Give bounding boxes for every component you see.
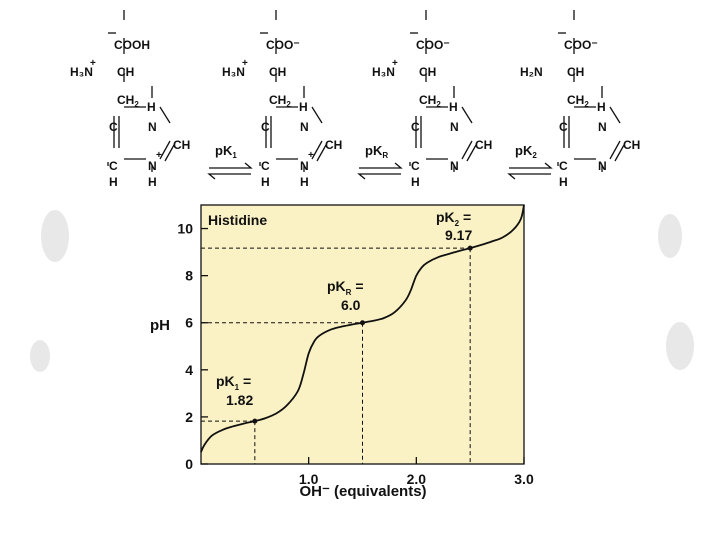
alpha-carbon: CH xyxy=(117,65,134,79)
ring-nitrogen-1: N xyxy=(450,120,459,134)
x-tick-label: 2.0 xyxy=(407,471,427,487)
alpha-carbon: CH xyxy=(567,65,584,79)
carboxylate-group: COO⁻ xyxy=(266,38,300,52)
ring-nitrogen-3: N xyxy=(450,159,459,173)
ring-carbon-2: CH xyxy=(623,138,640,152)
pk-guide-lines xyxy=(201,247,471,464)
equilibrium-1: pK1 xyxy=(207,143,253,180)
ring-carbon-5: C xyxy=(109,159,118,173)
methylene-group: CH2 xyxy=(117,93,139,109)
ring-h: H xyxy=(597,100,606,114)
methylene-group: CH2 xyxy=(567,93,589,109)
equilibrium-label: pK1 xyxy=(215,143,237,160)
ring-h: H xyxy=(147,100,156,114)
background-smudges xyxy=(30,210,694,372)
y-axis-ticks: 0 2 4 6 8 10 xyxy=(177,221,208,472)
ring-h-bottom: H xyxy=(109,175,118,189)
annotation-pk1: pK1 = 1.82 xyxy=(216,373,253,408)
ring-charge: + xyxy=(156,150,162,161)
ring-nh-bottom: H xyxy=(148,175,157,189)
histidine-structure-2: COO⁻ H₃N + CH CH2 C H N CH C N + H H xyxy=(222,9,342,189)
ring-carbon-4: C xyxy=(109,120,118,134)
pk1-value: 1.82 xyxy=(226,392,253,408)
equilibrium-2: pKR xyxy=(357,143,403,180)
ring-carbon-2: CH xyxy=(325,138,342,152)
carboxyl-group: COOH xyxy=(114,38,150,52)
y-tick-label: 6 xyxy=(185,315,193,331)
y-tick-label: 4 xyxy=(185,362,193,378)
carboxylate-group: COO⁻ xyxy=(564,38,598,52)
ring-h: H xyxy=(449,100,458,114)
chart-title: Histidine xyxy=(208,212,267,228)
equilibrium-label: pKR xyxy=(365,143,388,160)
equilibrium-arrow-icon xyxy=(357,162,403,180)
y-tick-label: 0 xyxy=(185,456,193,472)
histidine-structure-1: COOH H₃N + CH CH2 C H N CH C N + H H xyxy=(70,9,190,189)
x-tick-label: 1.0 xyxy=(299,471,319,487)
y-tick-label: 10 xyxy=(177,221,193,237)
methylene-group: CH2 xyxy=(419,93,441,109)
equilibrium-arrow-icon xyxy=(207,162,253,180)
alpha-amino-group: H₃N xyxy=(222,65,245,79)
x-tick-label: 3.0 xyxy=(514,471,534,487)
alpha-carbon: CH xyxy=(269,65,286,79)
ring-carbon-4: C xyxy=(559,120,568,134)
y-tick-label: 8 xyxy=(185,268,193,284)
ring-nitrogen-1: N xyxy=(148,120,157,134)
y-axis-label: pH xyxy=(150,317,170,334)
ring-carbon-5: C xyxy=(261,159,270,173)
ring-carbon-5: C xyxy=(411,159,420,173)
ring-h: H xyxy=(299,100,308,114)
ring-carbon-4: C xyxy=(411,120,420,134)
annotation-pkr: pKR = 6.0 xyxy=(327,278,364,313)
equilibrium-3: pK2 xyxy=(507,143,553,180)
alpha-amino-group: H₃N xyxy=(372,65,395,79)
alpha-carbon: CH xyxy=(419,65,436,79)
titration-curve-chart: Histidine 0 2 4 6 8 10 1.0 2.0 3.0 pH OH⁻ (equi… xyxy=(30,204,694,500)
alpha-amino-group: H₂N xyxy=(520,65,543,79)
plot-area xyxy=(200,204,525,465)
histidine-structure-4: COO⁻ H₂N CH CH2 C H N CH C N H xyxy=(520,9,640,189)
carboxylate-group: COO⁻ xyxy=(416,38,450,52)
alpha-amino-charge: + xyxy=(242,58,248,69)
ring-carbon-2: CH xyxy=(173,138,190,152)
ring-h-bottom: H xyxy=(559,175,568,189)
ring-nitrogen-1: N xyxy=(598,120,607,134)
methylene-group: CH2 xyxy=(269,93,291,109)
pk-points xyxy=(252,245,473,424)
ring-carbon-5: C xyxy=(559,159,568,173)
x-axis-ticks: 1.0 2.0 3.0 xyxy=(299,457,534,487)
equilibrium-arrow-icon xyxy=(507,162,553,180)
svg-text:pK1 =: pK1 = xyxy=(216,373,251,392)
pk-point-2 xyxy=(360,320,365,326)
alpha-amino-charge: + xyxy=(90,58,96,69)
annotation-pk2: pK2 = 9.17 xyxy=(436,209,472,243)
y-tick-label: 2 xyxy=(185,409,193,425)
pk-point-3 xyxy=(467,245,473,251)
histidine-structure-3: COO⁻ H₃N + CH CH2 C H N CH C N H xyxy=(372,9,492,189)
ring-carbon-2: CH xyxy=(475,138,492,152)
titration-equilibrium-scheme: COOH H₃N + CH CH2 C H N CH C N + H H COO… xyxy=(70,9,640,189)
ring-nitrogen-1: N xyxy=(300,120,309,134)
pk2-value: 9.17 xyxy=(445,227,472,243)
pkr-value: 6.0 xyxy=(341,297,361,313)
alpha-amino-group: H₃N xyxy=(70,65,93,79)
ring-carbon-4: C xyxy=(261,120,270,134)
ring-nitrogen-3: N xyxy=(300,159,309,173)
pk-point-1 xyxy=(252,418,258,424)
svg-text:pK2 =: pK2 = xyxy=(436,209,471,228)
svg-text:pKR =: pKR = xyxy=(327,278,364,297)
x-axis-label: OH⁻ (equivalents) xyxy=(299,483,426,500)
ring-nitrogen-3: N xyxy=(598,159,607,173)
ring-nitrogen-3: N xyxy=(148,159,157,173)
alpha-amino-charge: + xyxy=(392,58,398,69)
ring-charge: + xyxy=(308,150,314,161)
ring-h-bottom: H xyxy=(261,175,270,189)
ring-nh-bottom: H xyxy=(300,175,309,189)
equilibrium-label: pK2 xyxy=(515,143,537,160)
ring-h-bottom: H xyxy=(411,175,420,189)
